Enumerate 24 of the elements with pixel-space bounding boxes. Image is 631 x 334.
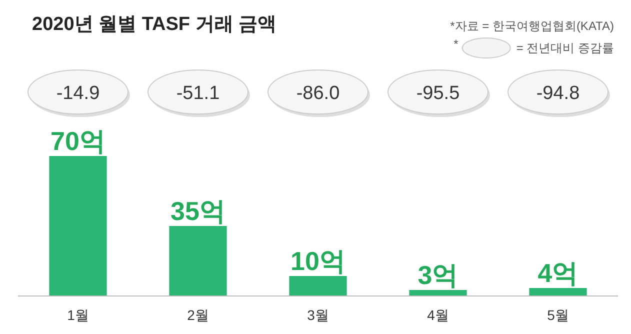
x-tick-label: 3월	[307, 307, 329, 323]
bar	[169, 226, 227, 296]
bar	[289, 276, 347, 296]
data-label: 35억	[170, 196, 226, 226]
chart-title: 2020년 월별 TASF 거래 금액	[32, 14, 277, 35]
text: = 전년대비 증감률	[516, 41, 614, 55]
text: -95.5	[416, 83, 460, 104]
data-label: 4억	[538, 258, 578, 288]
x-tick-label: 1월	[67, 307, 89, 323]
text: *	[454, 37, 459, 51]
bar	[529, 288, 587, 296]
data-label: 3억	[418, 260, 458, 290]
x-tick-label: 5월	[547, 307, 569, 323]
x-tick-label: 2월	[187, 307, 209, 323]
data-label: 10억	[290, 246, 346, 276]
data-label: 70억	[50, 126, 106, 156]
text: -51.1	[176, 83, 220, 104]
bar	[409, 290, 467, 296]
text: -86.0	[296, 83, 340, 104]
text: *자료 = 한국여행업협회(KATA)	[450, 19, 614, 33]
bar	[49, 156, 107, 296]
text: -94.8	[536, 83, 580, 104]
text: -14.9	[56, 83, 100, 104]
x-tick-label: 4월	[427, 307, 449, 323]
